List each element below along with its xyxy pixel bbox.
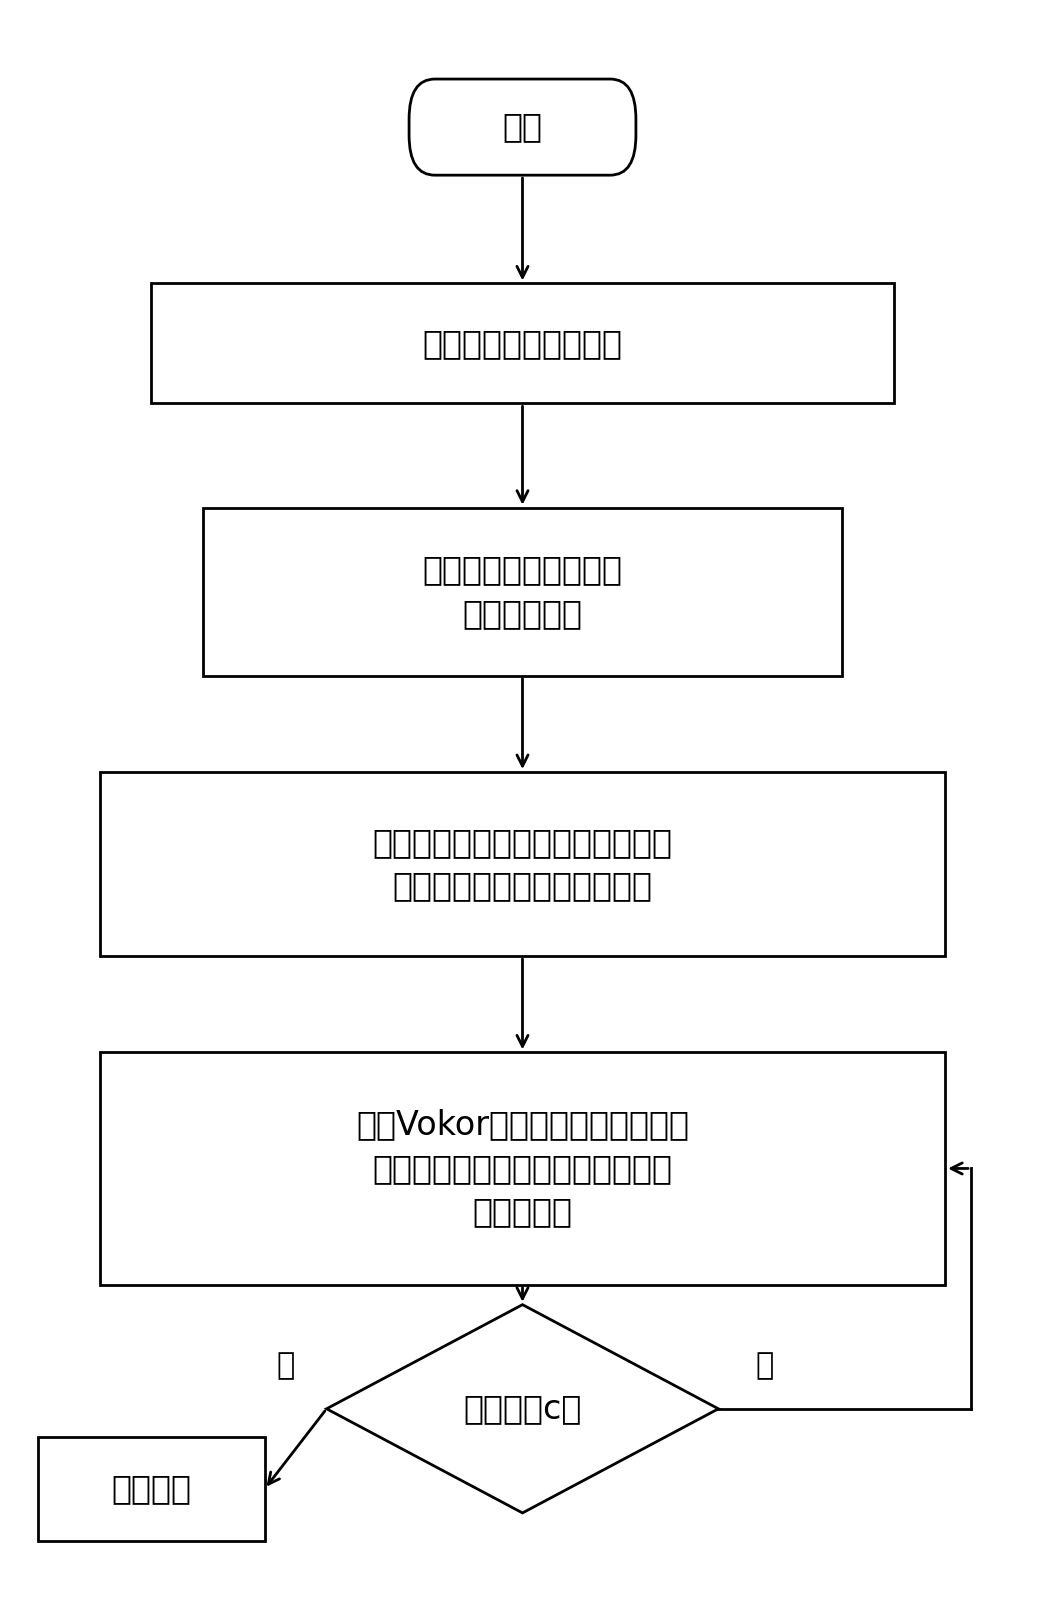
FancyBboxPatch shape [409, 79, 636, 175]
Text: 初始化移动传感器网络: 初始化移动传感器网络 [422, 326, 623, 360]
Bar [152, 283, 893, 404]
Text: 根据Vokor多标准决策在未选择的
节点中选择利益比率最大的作为初
始聚类中心: 根据Vokor多标准决策在未选择的 节点中选择利益比率最大的作为初 始聚类中心 [356, 1109, 689, 1228]
Text: 计算节点的节点密度，选择密度最
大的作为第一个初始聚类中心: 计算节点的节点密度，选择密度最 大的作为第一个初始聚类中心 [372, 826, 673, 902]
Polygon shape [327, 1304, 718, 1513]
Bar [99, 772, 946, 957]
Text: 开始: 开始 [503, 110, 542, 144]
Text: 否: 否 [756, 1351, 774, 1380]
Text: 计算任意两节点距离，
生成距离矩阵: 计算任意两节点距离， 生成距离矩阵 [422, 554, 623, 630]
Text: 下一阶段: 下一阶段 [112, 1472, 191, 1506]
Bar [203, 507, 842, 675]
Bar [38, 1437, 264, 1542]
Text: 是否找到c类: 是否找到c类 [463, 1393, 582, 1425]
Bar [99, 1052, 946, 1285]
Text: 是: 是 [276, 1351, 295, 1380]
